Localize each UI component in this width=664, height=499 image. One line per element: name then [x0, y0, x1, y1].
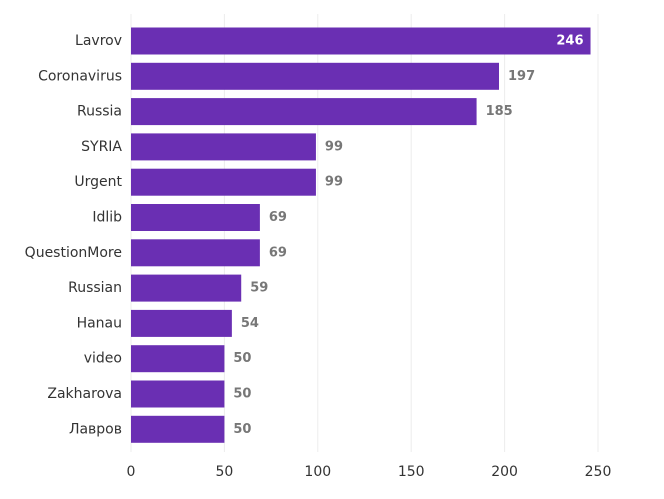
x-axis-tick-labels: 0 50 100 150 200 250: [127, 464, 612, 480]
bar-8[interactable]: [131, 309, 232, 337]
bar-1[interactable]: [131, 62, 499, 90]
x-tick-label: 100: [304, 464, 331, 480]
value-labels: 246 197 185 99 99 69 69 59 54 50 50 50: [233, 34, 583, 437]
category-label: SYRIA: [81, 139, 122, 155]
data-label: 50: [233, 387, 251, 402]
data-label: 197: [508, 69, 535, 84]
bar-10[interactable]: [131, 380, 225, 408]
bar-4[interactable]: [131, 168, 316, 196]
category-label: Idlib: [92, 210, 122, 226]
bar-2[interactable]: [131, 98, 477, 126]
category-label: Russian: [68, 280, 122, 296]
x-tick-label: 250: [585, 464, 612, 480]
category-labels: Lavrov Coronavirus Russia SYRIA Urgent Idlib Q…: [25, 33, 123, 437]
category-label: Coronavirus: [38, 68, 122, 84]
data-label: 69: [269, 245, 287, 260]
data-label: 99: [325, 139, 343, 154]
data-label: 59: [250, 281, 268, 296]
x-tick-label: 150: [398, 464, 425, 480]
bar-11[interactable]: [131, 415, 225, 443]
bar-6[interactable]: [131, 239, 260, 267]
data-label: 50: [233, 351, 251, 366]
data-label: 185: [486, 104, 513, 119]
bar-9[interactable]: [131, 345, 225, 373]
category-label: Hanau: [77, 315, 122, 331]
category-label: Urgent: [74, 174, 122, 190]
data-label: 69: [269, 210, 287, 225]
data-label: 50: [233, 422, 251, 437]
x-tick-label: 50: [215, 464, 233, 480]
data-label: 246: [556, 34, 583, 49]
data-label: 99: [325, 175, 343, 190]
category-label: video: [84, 351, 122, 367]
category-label: Russia: [77, 104, 122, 120]
bar-5[interactable]: [131, 204, 260, 231]
bar-7[interactable]: [131, 274, 242, 302]
bars: [131, 27, 591, 443]
x-tick-label: 0: [127, 464, 136, 480]
x-tick-label: 200: [491, 464, 518, 480]
category-label: QuestionMore: [25, 245, 122, 261]
category-label: Lavrov: [75, 33, 122, 49]
category-label: Zakharova: [47, 386, 122, 402]
bar-3[interactable]: [131, 133, 316, 161]
data-label: 54: [241, 316, 259, 331]
bar-0[interactable]: [131, 27, 591, 55]
category-label: Лавров: [69, 421, 122, 437]
